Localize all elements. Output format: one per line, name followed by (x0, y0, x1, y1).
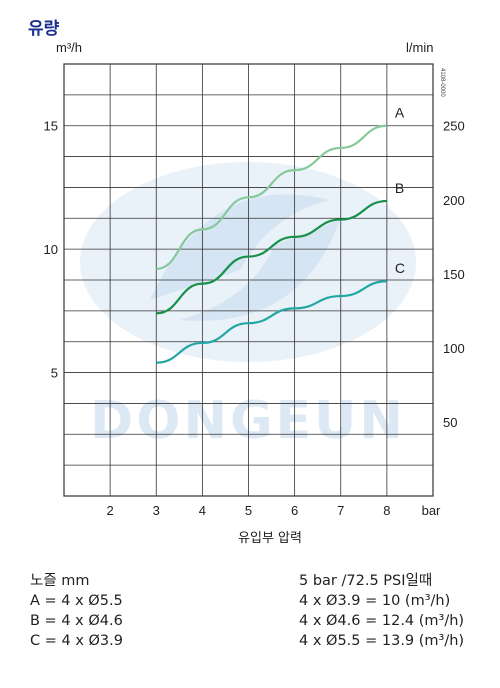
y-tick-label-right: 150 (443, 267, 465, 282)
watermark-logo: DONGEUN (80, 162, 416, 451)
page-title: 유량 (28, 19, 60, 39)
y-tick-label-left: 15 (44, 119, 58, 134)
y-tick-label-right: 200 (443, 193, 465, 208)
nozzle-note-line: C = 4 x Ø3.9 (30, 633, 123, 649)
series-label-b: B (395, 180, 404, 196)
x-tick-label: 3 (153, 503, 160, 518)
pressure-note-line: 4 x Ø3.9 = 10 (m³/h) (299, 593, 451, 609)
watermark-swoosh (150, 194, 330, 300)
y-tick-label-right: 50 (443, 415, 457, 430)
nozzle-notes-heading: 노즐 mm (30, 573, 90, 589)
watermark-ellipse (80, 162, 416, 362)
x-tick-label: 2 (107, 503, 114, 518)
x-unit-label: bar (422, 503, 441, 518)
chart-series: A B C (156, 105, 405, 364)
series-line-c (156, 280, 387, 364)
series-line-b (156, 199, 387, 315)
series-label-c: C (395, 260, 405, 276)
x-tick-label: 6 (291, 503, 298, 518)
nozzle-notes: 노즐 mm A = 4 x Ø5.5 B = 4 x Ø4.6 C = 4 x … (30, 571, 123, 651)
y-tick-label-left: 5 (51, 366, 58, 381)
series-label-a: A (395, 105, 405, 121)
pressure-note-line: 4 x Ø4.6 = 12.4 (m³/h) (299, 613, 465, 629)
y-tick-label-right: 250 (443, 119, 465, 134)
nozzle-note-line: B = 4 x Ø4.6 (30, 613, 123, 629)
chart-grid (63, 63, 434, 497)
x-tick-label: 8 (383, 503, 390, 518)
chart-ticks: 2 3 4 5 6 7 8 bar 5 10 15 50 100 150 200 250 (44, 119, 465, 518)
x-tick-label: 7 (337, 503, 344, 518)
y-tick-label-right: 100 (443, 341, 465, 356)
series-line-a (156, 124, 387, 270)
x-axis-title: 유입부 압력 (238, 531, 302, 546)
nozzle-note-line: A = 4 x Ø5.5 (30, 593, 123, 609)
pressure-notes: 5 bar /72.5 PSI일때 4 x Ø3.9 = 10 (m³/h) 4… (299, 571, 464, 651)
y-tick-label-left: 10 (44, 242, 58, 257)
pressure-note-line: 4 x Ø5.5 = 13.9 (m³/h) (299, 633, 465, 649)
y-axis-label-right: l/min (406, 40, 434, 55)
y-axis-label-left: m³/h (56, 40, 82, 55)
x-tick-label: 5 (245, 503, 252, 518)
pressure-notes-heading: 5 bar /72.5 PSI일때 (299, 573, 433, 589)
x-tick-label: 4 (199, 503, 206, 518)
plot-frame (63, 63, 434, 497)
watermark-swoosh (180, 220, 340, 321)
watermark-text: DONGEUN (90, 391, 406, 451)
